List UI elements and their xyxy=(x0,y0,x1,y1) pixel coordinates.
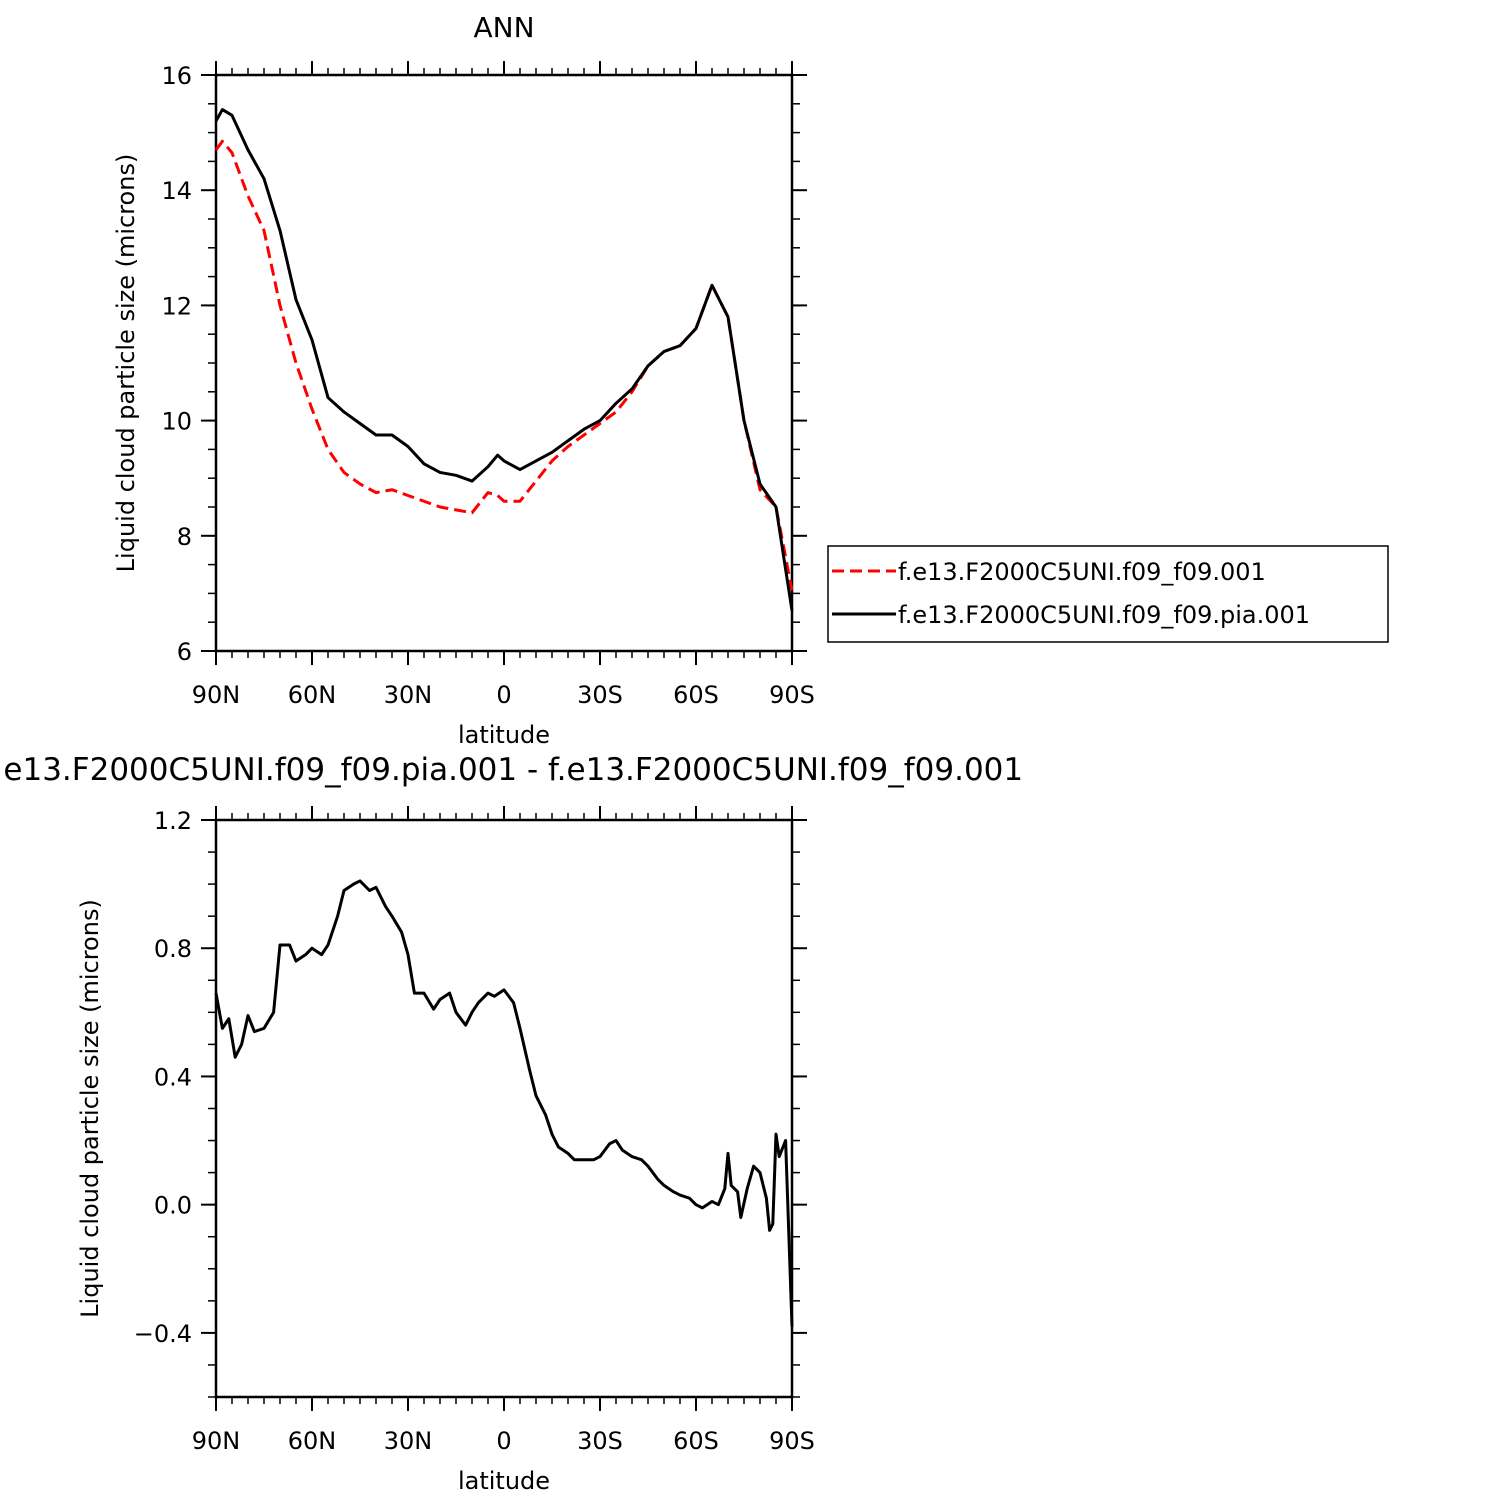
x-tick-label: 90S xyxy=(769,681,815,709)
y-tick-label: 0.0 xyxy=(154,1192,192,1220)
y-tick-label: 16 xyxy=(161,62,192,90)
x-axis-label: latitude xyxy=(458,1467,550,1495)
x-tick-label: 60N xyxy=(288,681,337,709)
x-tick-label: 30N xyxy=(384,1427,433,1455)
chart-title: f.e13.F2000C5UNI.f09_f09.pia.001 - f.e13… xyxy=(0,752,1023,788)
y-axis-label: Liquid cloud particle size (microns) xyxy=(112,154,140,573)
x-tick-label: 90S xyxy=(769,1427,815,1455)
plot-frame xyxy=(214,73,794,653)
legend-label: f.e13.F2000C5UNI.f09_f09.pia.001 xyxy=(898,601,1310,629)
x-tick-label: 90N xyxy=(192,1427,241,1455)
y-tick-label: 6 xyxy=(177,638,192,666)
plot-frame xyxy=(214,818,794,1399)
series-line xyxy=(214,108,794,611)
y-tick-label: 0.4 xyxy=(154,1063,192,1091)
x-tick-label: 0 xyxy=(496,681,511,709)
x-tick-label: 90N xyxy=(192,681,241,709)
y-tick-label: −0.4 xyxy=(134,1320,192,1348)
x-tick-label: 30S xyxy=(577,1427,623,1455)
y-axis-label: Liquid cloud particle size (microns) xyxy=(76,899,104,1318)
legend-label: f.e13.F2000C5UNI.f09_f09.001 xyxy=(898,558,1266,586)
y-tick-label: 12 xyxy=(161,292,192,320)
x-axis-label: latitude xyxy=(458,721,550,749)
legend-box xyxy=(827,545,1389,643)
y-tick-label: 10 xyxy=(161,408,192,436)
y-tick-label: 8 xyxy=(177,523,192,551)
chart-title: ANN xyxy=(473,11,534,44)
x-tick-label: 30N xyxy=(384,681,433,709)
x-tick-label: 30S xyxy=(577,681,623,709)
x-tick-label: 60S xyxy=(673,681,719,709)
x-tick-label: 0 xyxy=(496,1427,511,1455)
x-tick-label: 60N xyxy=(288,1427,337,1455)
y-tick-label: 14 xyxy=(161,177,192,205)
series-line xyxy=(214,139,794,591)
series-line xyxy=(214,879,794,1327)
y-tick-label: 0.8 xyxy=(154,935,192,963)
x-tick-label: 60S xyxy=(673,1427,719,1455)
y-tick-label: 1.2 xyxy=(154,807,192,835)
